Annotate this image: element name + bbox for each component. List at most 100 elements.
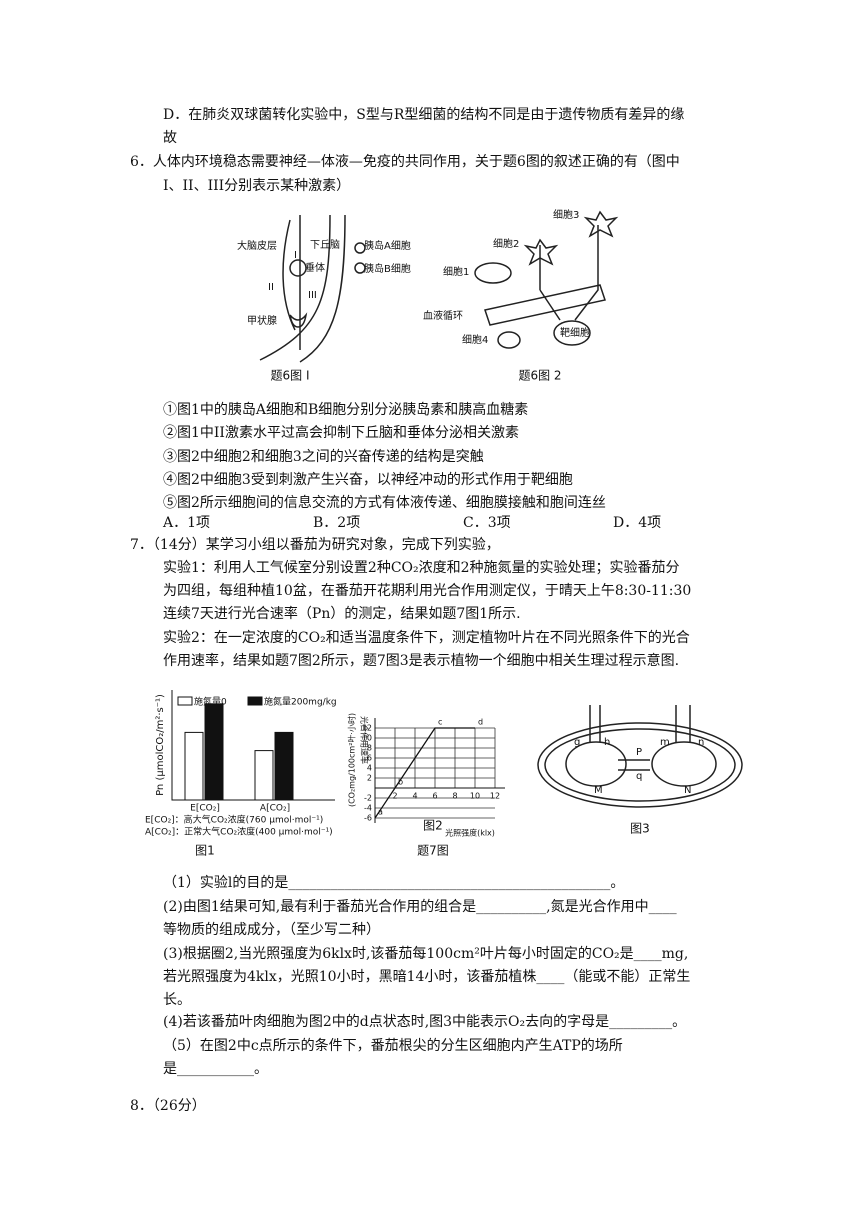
text-line: 7．（14分）某学习小组以番茄为研究对象，完成下列实验，	[130, 537, 500, 553]
thyroid	[289, 312, 308, 328]
y-tick-label: 12	[362, 724, 372, 733]
label: m	[660, 737, 670, 748]
line	[374, 727, 475, 819]
text-line: ⑤图2所示细胞间的信息交流的方式有体液传递、细胞膜接触和胞间连丝	[163, 495, 606, 511]
label: 细胞2	[493, 237, 519, 250]
y-tick-label: -4	[364, 804, 372, 813]
label: 甲状腺	[247, 314, 277, 327]
label: 图2	[423, 819, 443, 833]
label: 细胞4	[462, 333, 488, 346]
cell-1	[474, 262, 512, 284]
point-label: a	[378, 808, 383, 817]
y-tick-label: -2	[364, 794, 372, 803]
x-tick-label: E[CO₂]	[190, 804, 220, 814]
text-line: 连续7天进行光合速率（Pn）的测定，结果如题7图1所示.	[163, 606, 521, 622]
bar	[184, 731, 204, 801]
cell-4	[497, 331, 521, 349]
y-tick-label: 10	[362, 734, 372, 743]
point-label: d	[478, 718, 483, 727]
x-tick-label: A[CO₂]	[260, 804, 290, 814]
label: 图3	[630, 822, 650, 836]
option: C．3项	[463, 515, 511, 531]
label: I	[294, 250, 297, 261]
label: 下丘脑	[310, 238, 340, 251]
vessel	[259, 214, 346, 363]
blood-vessel	[484, 284, 606, 326]
y-unit: (CO₂mg/100cm²叶·小时)	[347, 713, 357, 807]
text-line: (2)由图1结果可知,最有利于番茄光合作用的组合是__________,氮是光合…	[163, 899, 677, 915]
option: D．4项	[613, 515, 662, 531]
neuron	[583, 210, 619, 238]
text-line: 等物质的组成成分，（至少写二种）	[163, 922, 380, 938]
mitochondrion	[651, 741, 717, 787]
x-label: 光照强度(klx)	[445, 828, 495, 838]
label: 细胞1	[443, 265, 469, 278]
cell	[537, 722, 743, 808]
label: 胰岛B细胞	[364, 262, 411, 275]
y-label: 光合作用速率	[360, 716, 370, 764]
label: 题6图 I	[271, 369, 310, 383]
label: II	[268, 282, 274, 293]
text-line: 故	[163, 130, 177, 146]
neuron	[523, 238, 559, 266]
text-line: 是___________。	[163, 1061, 268, 1077]
label: 胰岛A细胞	[364, 239, 411, 252]
x-tick-label: 8	[452, 792, 457, 801]
text-line: 8．（26分）	[130, 1098, 206, 1114]
label: P	[636, 747, 642, 758]
y-tick-label: -6	[364, 814, 372, 823]
text-line: 若光照强度为4klx，光照10小时，黑暗14小时，该番茄植株____（能或不能）…	[163, 969, 691, 985]
legend-swatch	[247, 696, 263, 706]
text-line: 6．人体内环境稳态需要神经—体液—免疫的共同作用，关于题6图的叙述正确的有（图中	[130, 154, 680, 170]
label: 细胞3	[553, 208, 579, 221]
label: n	[698, 737, 704, 748]
pituitary	[289, 259, 307, 277]
note: A[CO₂]：正常大气CO₂浓度(400 μmol·mol⁻¹)	[145, 826, 333, 838]
label: III	[308, 290, 317, 301]
text-line: (3)根据圈2,当光照强度为6klx时,该番茄每100cm²叶片每小时固定的CO…	[163, 946, 689, 962]
label: 图1	[195, 844, 215, 858]
text-line: 实验1：利用人工气候室分别设置2种CO₂浓度和2种施氮量的实验处理；实验番茄分	[163, 560, 680, 576]
x-tick-label: 4	[412, 792, 417, 801]
text-line: 长。	[163, 992, 191, 1008]
text-line: ①图1中的胰岛A细胞和B细胞分别分泌胰岛素和胰高血糖素	[163, 402, 529, 418]
target-cell	[553, 320, 591, 346]
arrow	[589, 705, 691, 771]
axon	[539, 225, 599, 321]
point-label: c	[438, 718, 442, 727]
text-line: D．在肺炎双球菌转化实验中，S型与R型细菌的结构不同是由于遗传物质有差异的缘	[163, 107, 685, 123]
text-line: （5）在图2中c点所示的条件下，番茄根尖的分生区细胞内产生ATP的场所	[163, 1038, 623, 1054]
point-label: b	[398, 778, 403, 787]
text-line: 为四组，每组种植10盆，在番茄开花期利用光合作用测定仪，于晴天上午8:30-11…	[163, 583, 692, 599]
text-line: （1）实验l的目的是______________________________…	[163, 875, 625, 891]
label: 血液循环	[423, 309, 463, 322]
y-tick-label: 4	[367, 764, 372, 773]
bar	[274, 731, 294, 801]
label: 垂体	[305, 262, 325, 274]
label: h	[604, 737, 610, 748]
option: B．2项	[313, 515, 361, 531]
bar	[204, 703, 224, 801]
x-tick-label: 2	[392, 792, 397, 801]
arrow	[282, 215, 301, 350]
label: g	[574, 737, 580, 748]
x-tick-label: 10	[470, 792, 480, 801]
y-tick-label: 8	[367, 744, 372, 753]
legend-label: 施氮量200mg/kg	[264, 696, 337, 708]
note: E[CO₂]：高大气CO₂浓度(760 μmol·mol⁻¹)	[145, 814, 323, 826]
label: 大脑皮层	[237, 239, 277, 252]
y-tick-label: 6	[367, 754, 372, 763]
y-label: Pn (μmolCO₂/m²·s⁻¹)	[155, 694, 166, 796]
text-line: I、II、III分别表示某种激素）	[163, 178, 351, 194]
legend-swatch	[177, 696, 193, 706]
x-tick-label: 12	[490, 792, 500, 801]
label: N	[684, 785, 691, 796]
label: 题6图 2	[518, 369, 561, 383]
option: A．1项	[163, 515, 211, 531]
text-line: ②图1中II激素水平过高会抑制下丘脑和垂体分泌相关激素	[163, 425, 519, 441]
label: 题7图	[417, 844, 449, 858]
chloroplast	[565, 741, 627, 787]
label: M	[594, 785, 603, 796]
